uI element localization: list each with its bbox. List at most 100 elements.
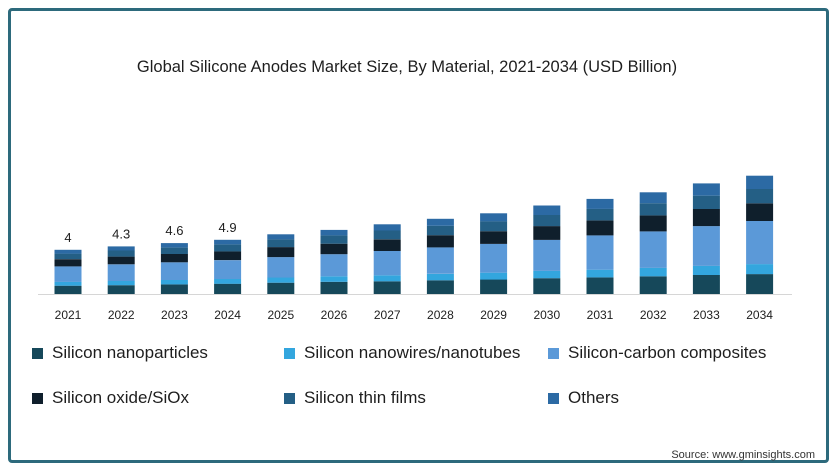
bar-segment-2026-0 [320,281,348,294]
legend-item-1: Silicon nanowires/nanotubes [284,343,520,363]
bar-segment-2033-0 [692,275,720,294]
bar-segment-2028-0 [426,280,454,294]
x-tick-label-2025: 2025 [267,308,294,322]
x-tick-label-2023: 2023 [161,308,188,322]
legend-item-5: Others [548,388,619,408]
bar-segment-2022-0 [107,285,135,294]
bar-segment-2021-4 [54,253,82,260]
bar-segment-2034-3 [746,203,774,221]
bar-segment-2025-2 [267,257,295,278]
x-tick-label-2029: 2029 [480,308,507,322]
bar-segment-2033-3 [692,209,720,227]
x-tick-label-2028: 2028 [427,308,454,322]
total-label-2021: 4 [64,230,71,245]
legend-label: Silicon-carbon composites [568,343,767,362]
bar-segment-2026-2 [320,254,348,277]
bar-segment-2027-0 [373,281,401,294]
bar-segment-2029-4 [480,221,508,232]
x-tick-label-2030: 2030 [533,308,560,322]
bar-segment-2033-2 [692,226,720,266]
bar-segment-2023-2 [160,262,188,280]
bar-segment-2027-5 [373,224,401,231]
total-labels: 4 4.3 4.6 4.9 [64,220,236,245]
chart-title: Global Silicone Anodes Market Size, By M… [137,58,677,76]
bar-segment-2030-0 [533,278,561,294]
bar-segment-2034-5 [746,175,774,189]
bar-segment-2032-4 [639,203,667,216]
bar-segment-2032-5 [639,192,667,204]
legend-item-0: Silicon nanoparticles [32,343,208,363]
bar-segment-2027-4 [373,230,401,240]
bar-segment-2026-5 [320,229,348,236]
x-tick-label-2022: 2022 [108,308,135,322]
bar-segment-2024-0 [214,283,242,294]
bar-segment-2023-0 [160,284,188,294]
bar-segment-2029-2 [480,243,508,273]
x-tick-labels: 2021 2022 2023 2024 2025 2026 2027 2028 2029 2030… [55,308,774,322]
bar-segment-2030-5 [533,205,561,215]
bar-segment-2028-2 [426,247,454,274]
bar-segment-2032-3 [639,215,667,232]
bars-group [54,175,774,294]
bar-segment-2032-1 [639,267,667,277]
bar-segment-2033-4 [692,195,720,209]
bar-segment-2025-0 [267,282,295,294]
bar-segment-2027-3 [373,239,401,251]
legend-swatch [284,392,295,404]
x-tick-label-2033: 2033 [693,308,720,322]
bar-segment-2030-4 [533,215,561,227]
bar-segment-2025-3 [267,247,295,258]
legend-item-2: Silicon-carbon composites [548,343,766,363]
bar-segment-2029-3 [480,231,508,244]
bar-segment-2024-5 [214,239,242,245]
bar-segment-2023-3 [160,254,188,263]
bar-segment-2031-4 [586,208,614,221]
bar-segment-2026-4 [320,235,348,244]
legend-item-4: Silicon thin films [284,388,426,408]
bar-segment-2029-5 [480,213,508,222]
bar-segment-2023-4 [160,247,188,254]
bar-segment-2024-1 [214,279,242,284]
bar-segment-2022-3 [107,256,135,265]
legend-label: Silicon nanoparticles [52,343,208,362]
bar-segment-2022-1 [107,281,135,286]
legend-label: Silicon thin films [304,388,426,407]
legend-swatch [284,347,295,359]
bar-segment-2022-4 [107,250,135,257]
bar-segment-2031-1 [586,269,614,278]
bar-segment-2031-5 [586,198,614,209]
bar-segment-2023-1 [160,280,188,285]
bar-segment-2031-3 [586,220,614,236]
bar-segment-2024-2 [214,260,242,279]
bar-segment-2032-2 [639,231,667,268]
bar-segment-2033-1 [692,265,720,275]
bar-segment-2026-1 [320,276,348,282]
x-tick-label-2026: 2026 [321,308,348,322]
legend-item-3: Silicon oxide/SiOx [32,388,189,408]
legend-label: Others [568,388,620,407]
bar-segment-2027-1 [373,275,401,282]
bar-segment-2031-0 [586,277,614,294]
bar-segment-2021-5 [54,249,82,254]
bar-segment-2034-0 [746,274,774,294]
total-label-2022: 4.3 [112,226,130,241]
bar-segment-2028-5 [426,218,454,226]
bar-segment-2024-4 [214,244,242,252]
legend-swatch [548,347,559,359]
bar-segment-2023-5 [160,243,188,248]
bar-segment-2034-4 [746,188,774,204]
total-label-2024: 4.9 [219,220,237,235]
bar-segment-2021-0 [54,285,82,294]
bar-segment-2030-2 [533,239,561,271]
bar-segment-2026-3 [320,243,348,255]
bar-segment-2021-1 [54,281,82,286]
bar-segment-2027-2 [373,251,401,276]
x-tick-label-2024: 2024 [214,308,241,322]
bar-segment-2029-1 [480,272,508,280]
bar-segment-2030-3 [533,226,561,240]
bar-segment-2022-2 [107,264,135,281]
bar-segment-2028-4 [426,225,454,236]
bar-segment-2024-3 [214,251,242,261]
legend-swatch [32,392,43,404]
